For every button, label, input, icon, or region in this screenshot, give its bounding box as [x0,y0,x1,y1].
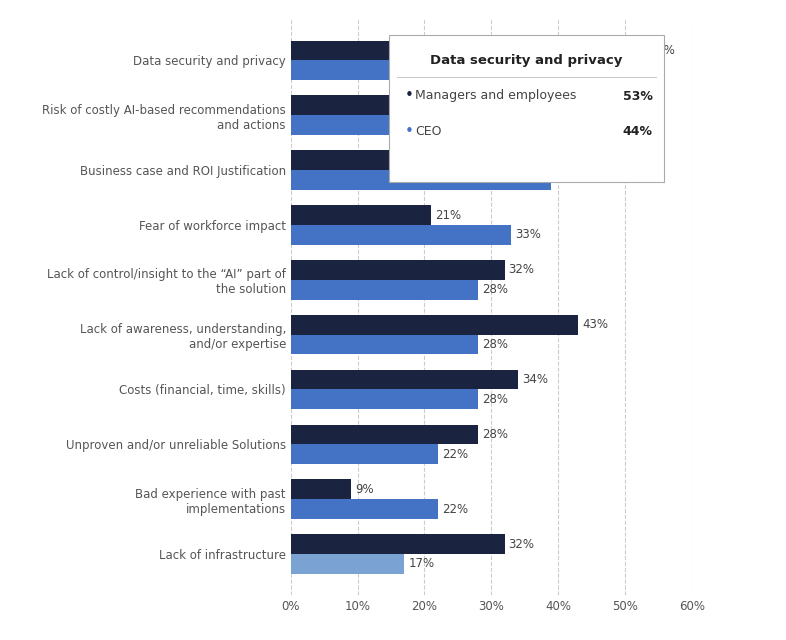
Text: 9%: 9% [355,483,373,496]
Text: 28%: 28% [482,283,508,296]
Bar [291,554,405,574]
Text: 22%: 22% [442,448,468,461]
Text: 22%: 22% [442,502,468,516]
Bar [291,95,598,115]
Text: 43%: 43% [582,318,608,332]
Bar [291,260,505,280]
Bar [291,115,578,135]
Bar [291,370,518,390]
Text: 53%: 53% [649,44,675,57]
Text: 21%: 21% [435,209,461,221]
Bar [291,444,438,464]
Text: 53%: 53% [623,90,652,102]
Bar [291,499,438,519]
Text: •: • [405,124,413,139]
Bar [291,40,645,60]
Text: CEO: CEO [415,125,442,138]
Text: 28%: 28% [482,428,508,441]
Bar [291,479,351,499]
Bar [291,390,478,409]
Text: 28%: 28% [482,393,508,406]
Text: 43%: 43% [582,118,608,132]
Bar [291,335,478,355]
Text: 25%: 25% [462,154,488,166]
Bar [291,60,585,80]
Bar [291,170,551,190]
Bar [291,150,457,170]
Text: Managers and employees: Managers and employees [415,90,576,102]
Text: 28%: 28% [482,338,508,351]
Bar [291,225,512,244]
Bar [291,424,478,444]
Text: 33%: 33% [516,228,542,241]
Text: 46%: 46% [602,99,628,112]
Text: 32%: 32% [509,538,534,550]
Text: 34%: 34% [522,373,548,386]
Bar [291,315,578,335]
Bar [291,205,431,225]
Bar [291,534,505,554]
Text: 44%: 44% [623,125,652,138]
Bar [291,280,478,300]
Text: 32%: 32% [509,264,534,276]
Text: 17%: 17% [409,557,435,570]
Text: •: • [405,88,413,104]
Text: Data security and privacy: Data security and privacy [431,54,623,67]
Text: 44%: 44% [589,64,615,77]
Text: 39%: 39% [556,173,582,186]
